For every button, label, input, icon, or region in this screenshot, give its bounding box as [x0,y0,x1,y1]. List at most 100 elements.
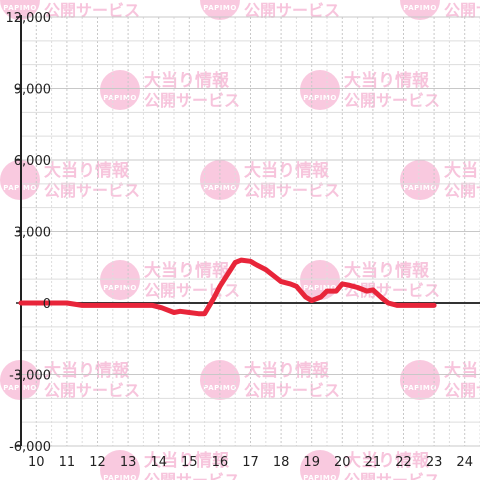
watermark-line2: 公開サービス [244,181,340,200]
watermark-line2: 公開サービス [444,381,480,400]
y-tick-label: 12,000 [6,11,52,26]
data-point [381,297,383,300]
data-point [280,280,282,283]
data-point [265,268,267,271]
watermark-line1: 大当り情報 [244,0,330,1]
data-point [320,296,322,298]
x-tick-label: 11 [59,455,76,470]
watermark-logo-circle [400,0,440,20]
x-tick-label: 20 [334,455,351,470]
data-point [240,259,243,261]
data-point [188,311,191,314]
series-line [18,257,437,317]
watermark-line2: 公開サービス [44,1,140,20]
watermark-badge-text: PAPIMO [103,94,137,102]
watermark-logo-circle [200,160,240,200]
grid [20,16,480,447]
data-point [228,271,230,273]
watermark-logo-circle [300,450,340,480]
data-point [66,302,68,304]
data-point [249,260,252,263]
x-tick-label: 13 [120,455,137,470]
watermark-line2: 公開サービス [244,1,340,20]
data-point [160,306,163,309]
watermark-badge-text: PAPIMO [203,384,237,392]
watermark-badge-text: PAPIMO [3,384,37,392]
data-point [203,312,206,315]
data-point [396,304,399,307]
series-layer [18,257,437,317]
y-tick-label: -3,000 [9,369,51,384]
data-point [433,304,435,307]
data-point [356,286,359,289]
data-point [418,304,420,307]
x-tick-label: 10 [28,455,45,470]
y-tick-label: 9,000 [14,83,51,98]
watermark-line1: 大当り情報 [344,70,430,91]
watermark-line1: 大当り情報 [44,0,130,1]
watermark-line1: 大当り情報 [144,70,230,91]
data-point [96,304,99,307]
watermark-logo-circle [200,0,240,20]
data-point [197,312,200,315]
data-point [335,290,337,292]
data-point [179,310,181,313]
watermark-logo-circle [100,70,140,110]
x-tick-label: 14 [150,455,167,470]
watermark-badge-text: PAPIMO [303,284,337,292]
watermark-badge-text: PAPIMO [3,184,37,192]
watermark-line1: 大当り情報 [44,360,130,381]
data-point [372,289,374,291]
data-point [212,297,215,300]
watermark-badge-text: PAPIMO [403,4,437,12]
watermark-badge-text: PAPIMO [403,184,437,192]
data-point [151,304,154,307]
watermark-badge-text: PAPIMO [203,184,237,192]
watermark-line2: 公開サービス [44,381,140,400]
watermark-line2: 公開サービス [144,91,240,110]
data-point [326,290,328,292]
watermark-badge-text: PAPIMO [203,4,237,12]
x-tick-label: 12 [89,455,106,470]
watermark-line1: 大当り情報 [444,360,480,381]
x-tick-label: 23 [426,455,443,470]
watermark-badge-text: PAPIMO [3,4,37,12]
data-point [402,304,405,307]
data-point [20,302,22,304]
watermark-line2: 公開サービス [444,1,480,20]
data-point [289,283,292,285]
y-tick-label: 3,000 [14,226,51,241]
x-tick-label: 24 [456,455,473,470]
watermark-line1: 大当り情報 [344,450,430,471]
watermark-line2: 公開サービス [344,281,440,300]
watermark-line2: 公開サービス [44,181,140,200]
watermark-logo-circle [300,70,340,110]
data-point [365,290,368,292]
watermark-line1: 大当り情報 [344,260,430,281]
watermark-badge-text: PAPIMO [103,284,137,292]
data-point [341,283,344,285]
data-point [81,304,83,307]
watermark-badge-text: PAPIMO [303,94,337,102]
data-point [427,304,429,307]
data-point [234,261,236,264]
y-tick-label: -6,000 [9,440,51,455]
watermark-line2: 公開サービス [144,471,240,480]
data-point [173,311,175,314]
watermark-line1: 大当り情報 [144,260,230,281]
x-tick-label: 22 [395,455,412,470]
data-point [255,264,258,266]
data-point [295,285,298,288]
data-point [274,275,276,278]
